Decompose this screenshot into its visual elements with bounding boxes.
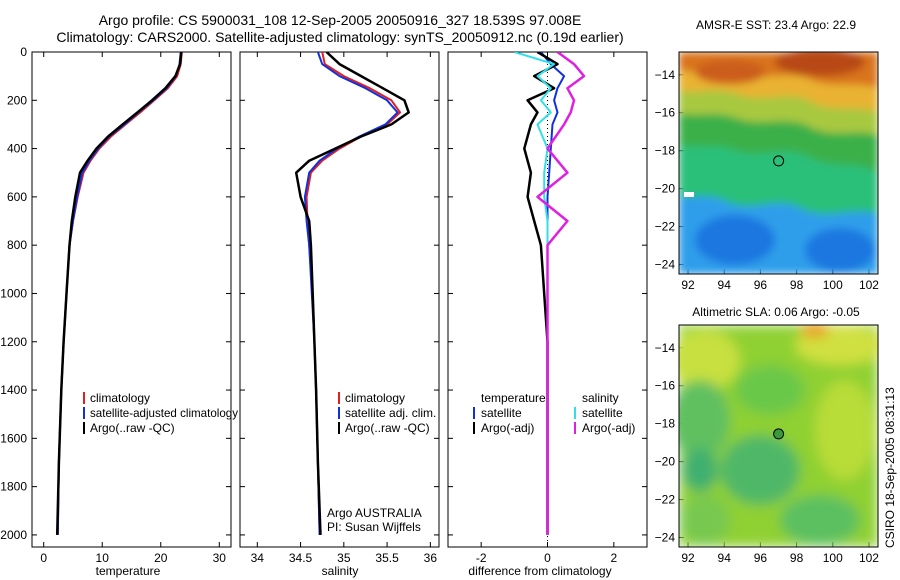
x-tick-label: 0 <box>544 551 551 565</box>
x-tick-label: 30 <box>213 551 227 565</box>
x-tick-label: 34 <box>251 551 265 565</box>
series-line-argo-raw-qc- <box>294 52 410 535</box>
difference-xlabel: difference from climatology <box>468 564 611 578</box>
x-tick-label: 35.5 <box>375 551 399 565</box>
y-tick-label: 600 <box>7 190 27 204</box>
sla-map-title: Altimetric SLA: 0.06 Argo: -0.05 <box>692 305 860 319</box>
y-tick-label: 1800 <box>0 480 27 494</box>
map-x-tick-label: 96 <box>754 551 768 565</box>
map-x-tick-label: 92 <box>681 551 695 565</box>
legend-header-temperature: temperature <box>481 391 546 405</box>
x-tick-label: -2 <box>476 551 487 565</box>
legend-label-temp-argo: Argo(-adj) <box>481 421 534 435</box>
legend-label-sal-argo: Argo(-adj) <box>582 421 635 435</box>
axis-ticks: 0 10 20 30020040060080010001200140016001800… <box>0 45 879 565</box>
y-tick-label: 400 <box>7 142 27 156</box>
legend-label-temp-satellite: satellite <box>481 406 522 420</box>
y-tick-label: 800 <box>7 238 27 252</box>
y-tick-label: 1600 <box>0 431 27 445</box>
figure-title-line2: Climatology: CARS2000. Satellite-adjuste… <box>56 29 623 45</box>
map-x-tick-label: 98 <box>790 278 804 292</box>
y-tick-label: 200 <box>7 93 27 107</box>
profile-lines <box>55 52 586 547</box>
legend-label-satellite: satellite adj. clim. <box>345 406 436 420</box>
x-tick-label: 2 <box>610 551 617 565</box>
salinity-xlabel: salinity <box>322 564 359 578</box>
map-y-tick-label: −18 <box>655 144 676 158</box>
x-tick-label: 36 <box>424 551 438 565</box>
salinity-legend: climatology satellite adj. clim. Argo(..… <box>338 391 436 435</box>
legend-label-climatology: climatology <box>345 391 405 405</box>
map-x-tick-label: 96 <box>754 278 768 292</box>
figure-title-line1: Argo profile: CS 5900031_108 12-Sep-2005… <box>99 12 582 28</box>
difference-panel-series <box>514 52 586 535</box>
credit-label: CSIRO 18-Sep-2005 08:31:13 <box>883 387 897 548</box>
x-tick-label: 10 <box>96 551 110 565</box>
legend-label-argo: Argo(..raw -QC) <box>90 421 175 435</box>
temperature-panel-series <box>55 52 183 535</box>
legend-header-salinity: salinity <box>582 391 619 405</box>
salinity-axes <box>239 51 440 548</box>
map-x-tick-label: 100 <box>823 278 843 292</box>
sla-map-axes <box>678 324 879 548</box>
sst-map-title: AMSR-E SST: 23.4 Argo: 22.9 <box>696 18 856 32</box>
temperature-legend: climatology satellite-adjusted climatolo… <box>83 391 238 435</box>
map-x-tick-label: 92 <box>681 278 695 292</box>
series-line-satellite-adjusted-climatology <box>56 52 182 535</box>
sla-float-position-marker <box>773 428 785 440</box>
legend-label-sal-satellite: satellite <box>582 406 623 420</box>
sst-float-position-marker <box>773 155 785 167</box>
y-tick-label: 0 <box>20 45 27 59</box>
y-tick-label: 1400 <box>0 383 27 397</box>
map-x-tick-label: 94 <box>718 551 732 565</box>
map-x-tick-label: 102 <box>859 551 879 565</box>
temperature-axes <box>31 51 232 548</box>
sst-map-image <box>679 52 878 274</box>
map-y-tick-label: −24 <box>655 258 676 272</box>
x-tick-label: 20 <box>154 551 168 565</box>
sst-map-land-marker <box>684 192 694 197</box>
map-y-tick-label: −20 <box>655 182 676 196</box>
legend-label-satellite: satellite-adjusted climatology <box>90 406 238 420</box>
map-x-tick-label: 102 <box>859 278 879 292</box>
y-tick-label: 1000 <box>0 286 27 300</box>
map-x-tick-label: 98 <box>790 551 804 565</box>
legend-label-climatology: climatology <box>90 391 150 405</box>
map-y-tick-label: −16 <box>655 106 676 120</box>
map-y-tick-label: −20 <box>655 455 676 469</box>
map-y-tick-label: −22 <box>655 493 676 507</box>
x-tick-label: 0 <box>40 551 47 565</box>
sst-map-axes <box>678 51 879 275</box>
map-y-tick-label: −24 <box>655 531 676 545</box>
pi-label: PI: Susan Wijffels <box>327 520 421 534</box>
difference-legend: temperature salinity satellite Argo(-adj… <box>473 391 635 435</box>
map-x-tick-label: 100 <box>823 551 843 565</box>
temperature-xlabel: temperature <box>96 564 161 578</box>
map-y-tick-label: −22 <box>655 220 676 234</box>
x-tick-label: 34.5 <box>289 551 313 565</box>
map-y-tick-label: −16 <box>655 379 676 393</box>
y-tick-label: 2000 <box>0 528 27 542</box>
map-x-tick-label: 94 <box>718 278 732 292</box>
map-y-tick-label: −14 <box>655 68 676 82</box>
series-line-salinity-argo-adj- <box>536 52 586 535</box>
legend-label-argo: Argo(..raw -QC) <box>345 421 430 435</box>
float-program-label: Argo AUSTRALIA <box>327 506 422 520</box>
series-line-argo-raw-qc- <box>55 52 183 535</box>
salinity-panel-series <box>294 52 410 535</box>
x-tick-label: 35 <box>337 551 351 565</box>
series-line-climatology <box>56 52 183 535</box>
map-y-tick-label: −14 <box>655 341 676 355</box>
y-tick-label: 1200 <box>0 335 27 349</box>
map-y-tick-label: −18 <box>655 417 676 431</box>
